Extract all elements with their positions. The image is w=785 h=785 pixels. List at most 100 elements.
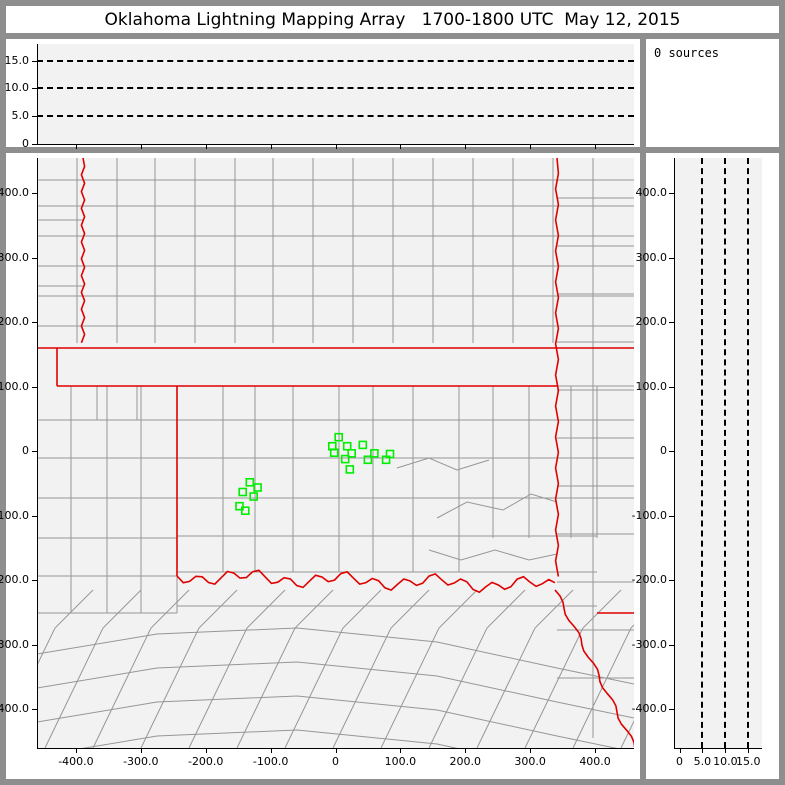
lma-source-marker: [334, 432, 344, 442]
map-xtick-5: [400, 748, 402, 753]
gridline-y-10: [37, 87, 634, 90]
map-xtick-label-4: 0: [332, 755, 339, 768]
map-ytick-7: [32, 257, 37, 259]
map-xtick-3: [270, 748, 272, 753]
right-ytick-label-8: 400.0: [635, 186, 668, 200]
map-ytick-4: [32, 451, 37, 453]
right-xtick-0: [679, 748, 681, 753]
map-ytick-label-7: 300.0: [0, 250, 29, 264]
lma-source-marker: [347, 448, 357, 458]
county-boundaries: [37, 158, 634, 748]
lma-source-marker: [253, 483, 262, 492]
map-xtick-6: [465, 748, 467, 753]
right-ytick-1: [669, 644, 674, 646]
map-ytick-label-5: 100.0: [0, 379, 29, 393]
map-ytick-label-3: -100.0: [0, 508, 29, 522]
right-ytick-label-2: -200.0: [631, 573, 667, 587]
lma-source-markers: [235, 432, 395, 516]
right-ytick-0: [669, 709, 674, 711]
lma-source-marker: [238, 487, 247, 497]
map-ytick-label-1: -300.0: [0, 637, 29, 651]
map-ytick-label-4: 0: [22, 444, 29, 458]
top-xtick-2: [205, 144, 207, 149]
top-xtick-4: [335, 144, 337, 149]
map-xtick-label-0: -400.0: [58, 755, 94, 768]
sources-panel: 0 sources: [646, 39, 779, 147]
lma-source-marker: [235, 501, 244, 511]
map-ytick-6: [32, 322, 37, 324]
lma-source-marker: [381, 455, 391, 465]
map-ytick-1: [32, 644, 37, 646]
right-ytick-3: [669, 515, 674, 517]
right-xtick-1: [702, 748, 704, 753]
map-xtick-0: [75, 748, 77, 753]
map-xtick-label-6: 200.0: [449, 755, 482, 768]
right-ytick-label-1: -300.0: [631, 637, 667, 651]
top-xtick-8: [595, 144, 597, 149]
map-xtick-label-2: -200.0: [187, 755, 224, 768]
top-ytick-3: [32, 60, 37, 62]
right-ytick-label-5: 100.0: [635, 379, 668, 393]
right-altitude-plot-area[interactable]: [674, 158, 762, 748]
lma-source-marker: [245, 477, 255, 487]
map-panel[interactable]: -400.0 -300.0 -200.0 -100.0 0 100.0 200.0 300.0…: [0, 153, 640, 779]
right-plot-x-axis: [674, 748, 762, 749]
top-plot-y-axis: [37, 44, 38, 144]
top-ytick-1: [32, 116, 37, 118]
map-ytick-5: [32, 386, 37, 388]
map-ytick-label-2: -200.0: [0, 573, 29, 587]
lma-source-marker: [241, 506, 250, 516]
lma-source-marker: [340, 454, 350, 464]
lma-source-marker: [363, 455, 373, 465]
right-altitude-panel[interactable]: -400.0 -300.0 -200.0 -100.0 0 100.0 200.0 300.0…: [632, 153, 779, 779]
map-xtick-label-7: 300.0: [514, 755, 546, 768]
right-ytick-4: [669, 451, 674, 453]
lma-source-marker: [329, 448, 339, 458]
map-xtick-1: [140, 748, 142, 753]
right-ytick-7: [669, 257, 674, 259]
top-altitude-plot-area[interactable]: [37, 44, 634, 144]
top-xtick-6: [465, 144, 467, 149]
gridline-x-15: [747, 158, 750, 748]
map-y-axis: [37, 158, 38, 748]
map-ytick-3: [32, 515, 37, 517]
right-xtick-label-3: 15.0: [736, 755, 761, 768]
state-boundaries: [37, 158, 634, 748]
right-xtick-label-0: 0: [676, 755, 683, 768]
right-ytick-5: [669, 386, 674, 388]
top-altitude-panel[interactable]: 05.010.015.0-400.0-300.0-200.0-100.00100…: [4, 39, 640, 164]
right-ytick-label-0: -400.0: [631, 702, 667, 716]
lma-source-marker: [249, 492, 258, 501]
top-ytick-label-0: 0: [22, 137, 29, 150]
top-ytick-0: [32, 144, 37, 145]
right-xtick-label-2: 10.0: [713, 755, 738, 768]
gridline-x-10: [724, 158, 727, 748]
top-xtick-0: [75, 144, 77, 149]
top-ytick-label-2: 10.0: [4, 81, 30, 95]
map-xtick-label-8: 400.0: [579, 755, 611, 768]
title-bar: Oklahoma Lightning Mapping Array 1700-18…: [6, 6, 779, 33]
top-xtick-7: [530, 144, 532, 149]
right-xtick-2: [725, 748, 727, 753]
sources-count-label: 0 sources: [654, 46, 720, 60]
right-ytick-label-3: -100.0: [631, 508, 667, 522]
lma-source-marker: [358, 440, 368, 450]
map-ytick-label-6: 200.0: [0, 315, 29, 329]
right-xtick-label-1: 5.0: [693, 755, 712, 768]
map-ytick-0: [32, 709, 37, 711]
map-xtick-8: [595, 748, 597, 753]
right-ytick-label-6: 200.0: [635, 315, 668, 329]
right-xtick-3: [748, 748, 750, 753]
lma-source-marker: [345, 465, 355, 474]
right-ytick-2: [669, 580, 674, 582]
map-xtick-label-5: 100.0: [384, 755, 417, 768]
map-ytick-label-0: -400.0: [0, 702, 29, 716]
map-xtick-4: [335, 748, 337, 753]
gridline-y-5: [37, 115, 634, 118]
map-xtick-7: [530, 748, 532, 753]
right-ytick-6: [669, 322, 674, 324]
right-ytick-8: [669, 193, 674, 195]
lma-source-marker: [342, 441, 352, 451]
map-plot-area[interactable]: [37, 158, 634, 748]
